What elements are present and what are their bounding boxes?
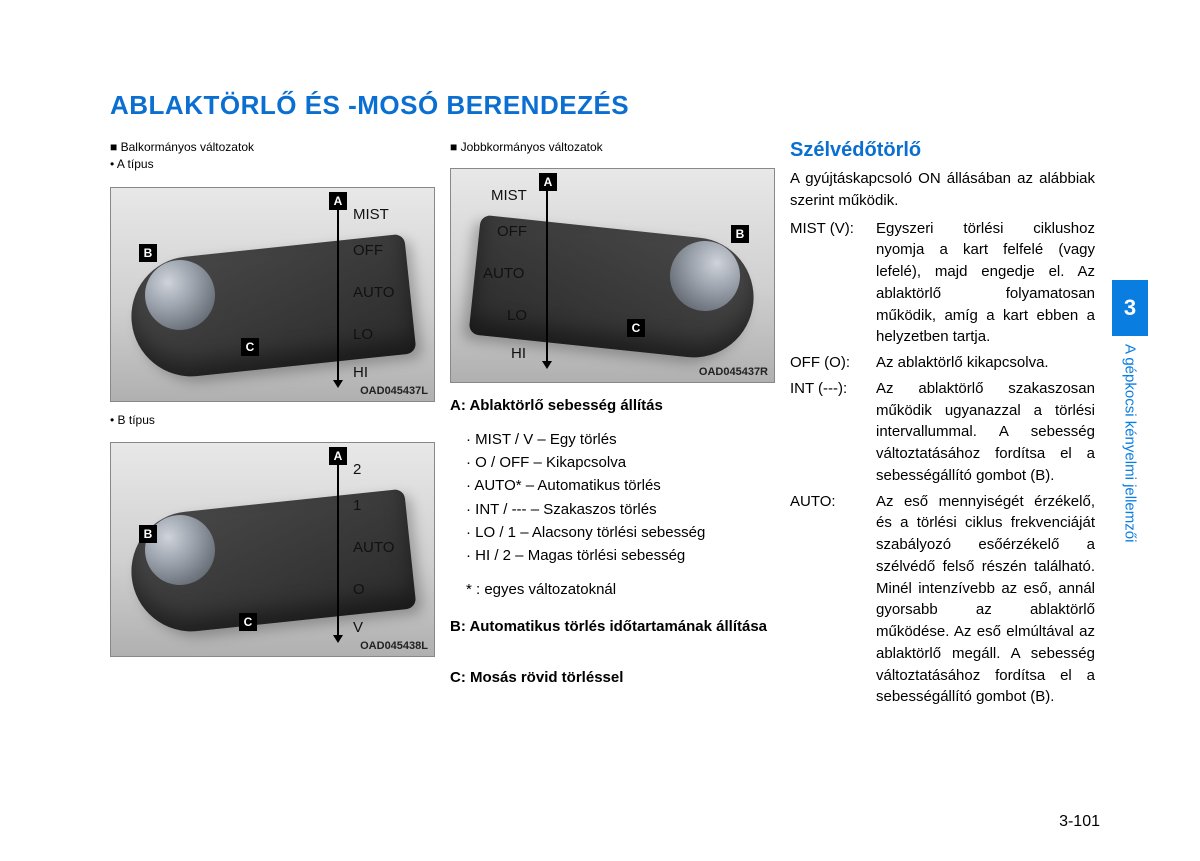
list-item: AUTO* – Automatikus törlés xyxy=(466,474,775,497)
def-desc: Az ablaktörlő szakaszosan működik ugyana… xyxy=(876,378,1095,487)
lbl-lo: LO xyxy=(507,307,527,324)
list-item: INT / --- – Szakaszos törlés xyxy=(466,498,775,521)
definition-list: MIST (V): Egyszeri törlési ciklushoz nyo… xyxy=(790,218,1095,709)
marker-c: C xyxy=(239,613,257,631)
figure-1-caption: Balkormányos változatok • A típus xyxy=(110,139,435,173)
column-right: Szélvédőtörlő A gyújtáskapcsoló ON állás… xyxy=(790,139,1095,712)
marker-c: C xyxy=(627,319,645,337)
page-title: ABLAKTÖRLŐ ÉS -MOSÓ BERENDEZÉS xyxy=(110,90,1095,121)
figure-wiper-right-a: A B C MIST OFF AUTO LO HI OAD045437R xyxy=(450,168,775,383)
content-area: ABLAKTÖRLŐ ÉS -MOSÓ BERENDEZÉS Balkormán… xyxy=(110,90,1095,712)
caption-subtype: • A típus xyxy=(110,157,154,171)
lbl-off: OFF xyxy=(497,223,527,240)
def-term: INT (---): xyxy=(790,378,872,487)
figure-wiper-left-a: A B C MIST OFF AUTO LO HI OAD045437L xyxy=(110,187,435,402)
figure-code: OAD045437R xyxy=(699,366,768,378)
lbl-v: V xyxy=(353,619,363,636)
section-a-list: MIST / V – Egy törlés O / OFF – Kikapcso… xyxy=(450,428,775,568)
lbl-auto: AUTO xyxy=(353,284,394,301)
lbl-off: OFF xyxy=(353,242,383,259)
figure-2-caption: Jobbkormányos változatok xyxy=(450,139,775,156)
chapter-title-vertical: A gépkocsi kényelmi jellemzői xyxy=(1112,344,1148,604)
def-desc: Egyszeri törlési ciklushoz nyomja a kart… xyxy=(876,218,1095,349)
page-number: 3-101 xyxy=(1059,813,1100,831)
manual-page: ABLAKTÖRLŐ ÉS -MOSÓ BERENDEZÉS Balkormán… xyxy=(0,0,1200,861)
marker-c: C xyxy=(241,338,259,356)
def-term: MIST (V): xyxy=(790,218,872,349)
def-row: OFF (O): Az ablaktörlő kikapcsolva. xyxy=(790,352,1095,374)
list-item: HI / 2 – Magas törlési sebesség xyxy=(466,544,775,567)
lbl-hi: HI xyxy=(511,345,526,362)
figure-code: OAD045438L xyxy=(360,640,428,652)
column-middle: Jobbkormányos változatok A B C MIST OFF … xyxy=(450,139,775,712)
marker-b: B xyxy=(139,244,157,262)
caption-label: Jobbkormányos változatok xyxy=(450,140,603,154)
lbl-1: 1 xyxy=(353,497,361,514)
right-heading: Szélvédőtörlő xyxy=(790,139,1095,162)
figure-3-caption: • B típus xyxy=(110,412,435,429)
right-intro: A gyújtáskapcsoló ON állásában az alábbi… xyxy=(790,168,1095,212)
figure-code: OAD045437L xyxy=(360,385,428,397)
marker-a: A xyxy=(539,173,557,191)
list-item: MIST / V – Egy törlés xyxy=(466,428,775,451)
def-row: MIST (V): Egyszeri törlési ciklushoz nyo… xyxy=(790,218,1095,349)
lbl-hi: HI xyxy=(353,364,368,381)
list-item: O / OFF – Kikapcsolva xyxy=(466,451,775,474)
marker-b: B xyxy=(731,225,749,243)
caption-label: Balkormányos változatok xyxy=(110,140,254,154)
section-c-head: C: Mosás rövid törléssel xyxy=(450,669,775,686)
three-columns: Balkormányos változatok • A típus A B C … xyxy=(110,139,1095,712)
def-desc: Az eső mennyiségét érzékelő, és a törlés… xyxy=(876,491,1095,709)
lbl-mist: MIST xyxy=(353,206,389,223)
def-desc: Az ablaktörlő kikapcsolva. xyxy=(876,352,1095,374)
marker-a: A xyxy=(329,192,347,210)
column-left: Balkormányos változatok • A típus A B C … xyxy=(110,139,435,712)
lbl-auto: AUTO xyxy=(353,539,394,556)
lbl-lo: LO xyxy=(353,326,373,343)
marker-b: B xyxy=(139,525,157,543)
def-term: AUTO: xyxy=(790,491,872,709)
figure-wiper-left-b: A B C 2 1 AUTO O V OAD045438L xyxy=(110,442,435,657)
caption-subtype: • B típus xyxy=(110,413,155,427)
section-b-head: B: Automatikus törlés időtartamának állí… xyxy=(450,618,775,635)
list-item: LO / 1 – Alacsony törlési sebesség xyxy=(466,521,775,544)
marker-a: A xyxy=(329,447,347,465)
chapter-tab: 3 xyxy=(1112,280,1148,336)
lbl-2: 2 xyxy=(353,461,361,478)
def-row: AUTO: Az eső mennyiségét érzékelő, és a … xyxy=(790,491,1095,709)
def-term: OFF (O): xyxy=(790,352,872,374)
def-row: INT (---): Az ablaktörlő szakaszosan műk… xyxy=(790,378,1095,487)
lbl-o: O xyxy=(353,581,365,598)
lbl-mist: MIST xyxy=(491,187,527,204)
lbl-auto: AUTO xyxy=(483,265,524,282)
section-a-note: * : egyes változatoknál xyxy=(450,581,775,598)
section-a-head: A: Ablaktörlő sebesség állítás xyxy=(450,397,775,414)
